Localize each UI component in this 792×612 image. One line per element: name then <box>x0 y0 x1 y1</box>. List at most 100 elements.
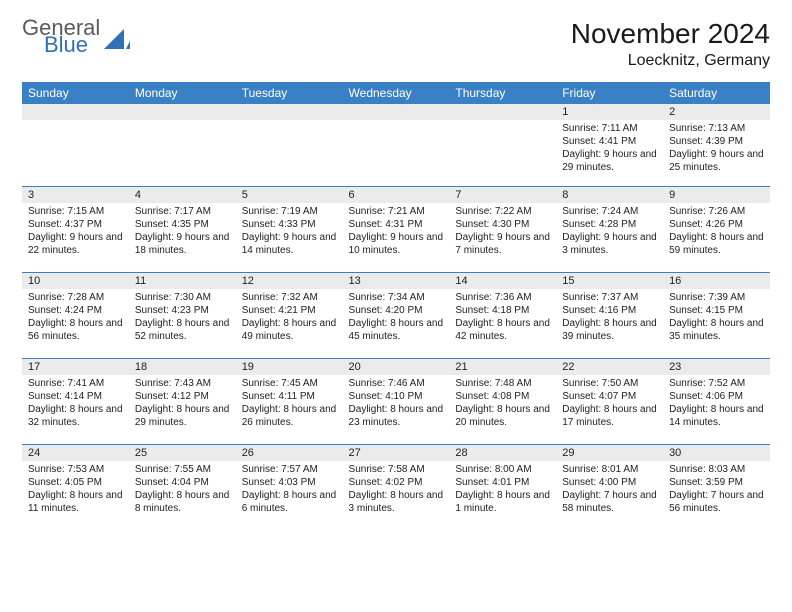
calendar-day-cell: 15Sunrise: 7:37 AMSunset: 4:16 PMDayligh… <box>556 272 663 358</box>
calendar-day-cell: 5Sunrise: 7:19 AMSunset: 4:33 PMDaylight… <box>236 186 343 272</box>
day-number <box>449 104 556 120</box>
weekday-heading: Saturday <box>663 82 770 104</box>
daylight-text: Daylight: 8 hours and 14 minutes. <box>669 403 764 429</box>
sunset-text: Sunset: 4:10 PM <box>349 390 444 403</box>
sunrise-text: Sunrise: 8:03 AM <box>669 463 764 476</box>
sunset-text: Sunset: 4:24 PM <box>28 304 123 317</box>
daylight-text: Daylight: 9 hours and 7 minutes. <box>455 231 550 257</box>
calendar-day-cell <box>343 104 450 186</box>
calendar-day-cell: 13Sunrise: 7:34 AMSunset: 4:20 PMDayligh… <box>343 272 450 358</box>
weekday-heading: Wednesday <box>343 82 450 104</box>
day-body: Sunrise: 7:36 AMSunset: 4:18 PMDaylight:… <box>449 289 556 347</box>
calendar-day-cell: 2Sunrise: 7:13 AMSunset: 4:39 PMDaylight… <box>663 104 770 186</box>
day-number <box>22 104 129 120</box>
daylight-text: Daylight: 7 hours and 56 minutes. <box>669 489 764 515</box>
day-body: Sunrise: 7:11 AMSunset: 4:41 PMDaylight:… <box>556 120 663 178</box>
sunrise-text: Sunrise: 7:15 AM <box>28 205 123 218</box>
daylight-text: Daylight: 8 hours and 6 minutes. <box>242 489 337 515</box>
sunrise-text: Sunrise: 7:21 AM <box>349 205 444 218</box>
daylight-text: Daylight: 7 hours and 58 minutes. <box>562 489 657 515</box>
day-number: 2 <box>663 104 770 120</box>
daylight-text: Daylight: 8 hours and 3 minutes. <box>349 489 444 515</box>
daylight-text: Daylight: 8 hours and 56 minutes. <box>28 317 123 343</box>
day-number: 29 <box>556 445 663 461</box>
sunset-text: Sunset: 4:30 PM <box>455 218 550 231</box>
daylight-text: Daylight: 8 hours and 59 minutes. <box>669 231 764 257</box>
day-number: 15 <box>556 273 663 289</box>
calendar-day-cell: 18Sunrise: 7:43 AMSunset: 4:12 PMDayligh… <box>129 358 236 444</box>
sunrise-text: Sunrise: 7:17 AM <box>135 205 230 218</box>
calendar-day-cell: 17Sunrise: 7:41 AMSunset: 4:14 PMDayligh… <box>22 358 129 444</box>
calendar-body: 1Sunrise: 7:11 AMSunset: 4:41 PMDaylight… <box>22 104 770 530</box>
day-body: Sunrise: 7:17 AMSunset: 4:35 PMDaylight:… <box>129 203 236 261</box>
day-body: Sunrise: 7:15 AMSunset: 4:37 PMDaylight:… <box>22 203 129 261</box>
weekday-heading: Friday <box>556 82 663 104</box>
sunrise-text: Sunrise: 7:50 AM <box>562 377 657 390</box>
daylight-text: Daylight: 8 hours and 26 minutes. <box>242 403 337 429</box>
calendar-day-cell: 25Sunrise: 7:55 AMSunset: 4:04 PMDayligh… <box>129 444 236 530</box>
sunrise-text: Sunrise: 8:01 AM <box>562 463 657 476</box>
day-number: 11 <box>129 273 236 289</box>
day-number: 16 <box>663 273 770 289</box>
calendar-day-cell: 7Sunrise: 7:22 AMSunset: 4:30 PMDaylight… <box>449 186 556 272</box>
day-body <box>129 120 236 126</box>
day-body: Sunrise: 7:43 AMSunset: 4:12 PMDaylight:… <box>129 375 236 433</box>
calendar-day-cell: 19Sunrise: 7:45 AMSunset: 4:11 PMDayligh… <box>236 358 343 444</box>
day-body: Sunrise: 7:32 AMSunset: 4:21 PMDaylight:… <box>236 289 343 347</box>
sunset-text: Sunset: 4:05 PM <box>28 476 123 489</box>
calendar-day-cell: 30 Sunrise: 8:03 AMSunset: 3:59 PMDayligh… <box>663 444 770 530</box>
calendar-day-cell: 10Sunrise: 7:28 AMSunset: 4:24 PMDayligh… <box>22 272 129 358</box>
day-number: 18 <box>129 359 236 375</box>
daylight-text: Daylight: 9 hours and 3 minutes. <box>562 231 657 257</box>
sunrise-text: Sunrise: 7:24 AM <box>562 205 657 218</box>
sunset-text: Sunset: 4:41 PM <box>562 135 657 148</box>
calendar-day-cell: 12Sunrise: 7:32 AMSunset: 4:21 PMDayligh… <box>236 272 343 358</box>
calendar-day-cell: 28Sunrise: 8:00 AMSunset: 4:01 PMDayligh… <box>449 444 556 530</box>
calendar-day-cell <box>236 104 343 186</box>
day-number: 1 <box>556 104 663 120</box>
daylight-text: Daylight: 8 hours and 45 minutes. <box>349 317 444 343</box>
logo-sail-icon <box>104 27 130 51</box>
sunset-text: Sunset: 3:59 PM <box>669 476 764 489</box>
sunset-text: Sunset: 4:31 PM <box>349 218 444 231</box>
day-body: Sunrise: 7:21 AMSunset: 4:31 PMDaylight:… <box>343 203 450 261</box>
page-header: General Blue November 2024 Loecknitz, Ge… <box>22 18 770 70</box>
sunrise-text: Sunrise: 7:37 AM <box>562 291 657 304</box>
day-body <box>449 120 556 126</box>
calendar-day-cell: 24Sunrise: 7:53 AMSunset: 4:05 PMDayligh… <box>22 444 129 530</box>
day-body: Sunrise: 7:34 AMSunset: 4:20 PMDaylight:… <box>343 289 450 347</box>
daylight-text: Daylight: 8 hours and 49 minutes. <box>242 317 337 343</box>
brand-logo: General Blue <box>22 18 130 56</box>
calendar-day-cell: 8Sunrise: 7:24 AMSunset: 4:28 PMDaylight… <box>556 186 663 272</box>
sunset-text: Sunset: 4:20 PM <box>349 304 444 317</box>
daylight-text: Daylight: 8 hours and 11 minutes. <box>28 489 123 515</box>
day-body: Sunrise: 7:53 AMSunset: 4:05 PMDaylight:… <box>22 461 129 519</box>
day-number: 30 <box>663 445 770 461</box>
sunrise-text: Sunrise: 7:41 AM <box>28 377 123 390</box>
sunset-text: Sunset: 4:06 PM <box>669 390 764 403</box>
day-number: 23 <box>663 359 770 375</box>
weekday-header: Sunday Monday Tuesday Wednesday Thursday… <box>22 82 770 104</box>
day-body: Sunrise: 8:00 AMSunset: 4:01 PMDaylight:… <box>449 461 556 519</box>
calendar-week-row: 3Sunrise: 7:15 AMSunset: 4:37 PMDaylight… <box>22 186 770 272</box>
sunset-text: Sunset: 4:00 PM <box>562 476 657 489</box>
calendar-day-cell: 11Sunrise: 7:30 AMSunset: 4:23 PMDayligh… <box>129 272 236 358</box>
day-number: 25 <box>129 445 236 461</box>
sunrise-text: Sunrise: 7:30 AM <box>135 291 230 304</box>
sunset-text: Sunset: 4:08 PM <box>455 390 550 403</box>
month-title: November 2024 <box>571 18 770 50</box>
calendar-day-cell: 3Sunrise: 7:15 AMSunset: 4:37 PMDaylight… <box>22 186 129 272</box>
day-body: Sunrise: 7:28 AMSunset: 4:24 PMDaylight:… <box>22 289 129 347</box>
day-number: 27 <box>343 445 450 461</box>
day-body: Sunrise: 7:50 AMSunset: 4:07 PMDaylight:… <box>556 375 663 433</box>
sunset-text: Sunset: 4:15 PM <box>669 304 764 317</box>
sunrise-text: Sunrise: 7:48 AM <box>455 377 550 390</box>
weekday-heading: Sunday <box>22 82 129 104</box>
day-number <box>343 104 450 120</box>
calendar-day-cell: 6Sunrise: 7:21 AMSunset: 4:31 PMDaylight… <box>343 186 450 272</box>
day-body <box>343 120 450 126</box>
sunset-text: Sunset: 4:28 PM <box>562 218 657 231</box>
sunset-text: Sunset: 4:26 PM <box>669 218 764 231</box>
calendar-day-cell: 22Sunrise: 7:50 AMSunset: 4:07 PMDayligh… <box>556 358 663 444</box>
day-body: Sunrise: 7:41 AMSunset: 4:14 PMDaylight:… <box>22 375 129 433</box>
